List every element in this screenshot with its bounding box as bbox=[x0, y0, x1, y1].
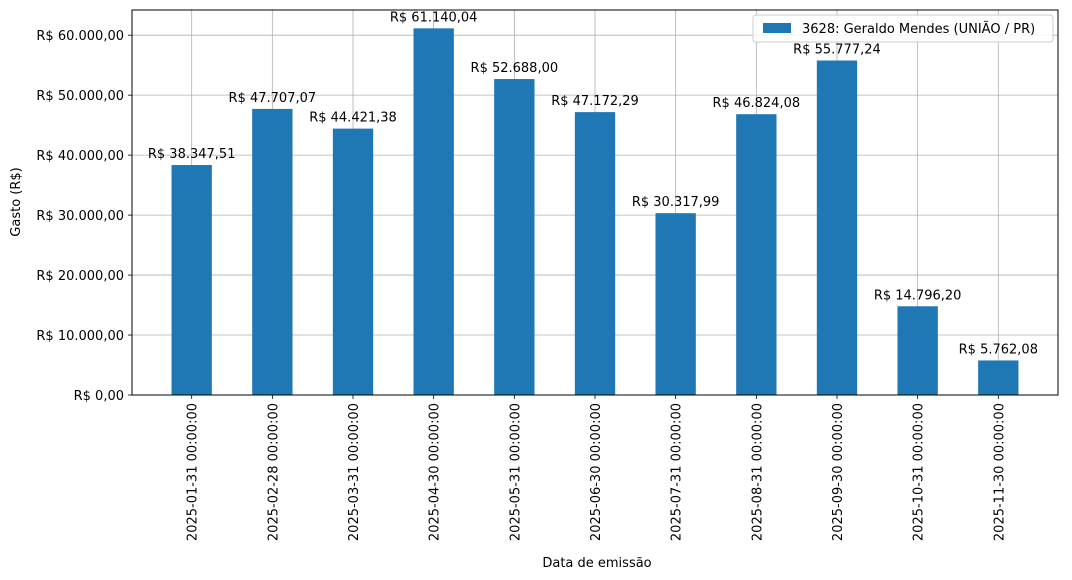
bar bbox=[574, 112, 616, 395]
x-axis-ticks: 2025-01-31 00:00:00 2025-02-28 00:00:00 20… bbox=[186, 395, 1007, 541]
bar bbox=[897, 306, 938, 395]
x-tick-label: 2025-10-31 00:00:00 bbox=[912, 403, 927, 541]
bar bbox=[655, 213, 696, 395]
bar-value-label: R$ 14.796,20 bbox=[874, 288, 962, 303]
x-tick-label: 2025-05-31 00:00:00 bbox=[508, 403, 523, 541]
bar-value-label: R$ 30.317,99 bbox=[632, 195, 720, 210]
bar-value-label: R$ 5.762,08 bbox=[959, 342, 1038, 357]
bar-value-label: R$ 55.777,24 bbox=[793, 43, 881, 58]
x-tick-label: 2025-02-28 00:00:00 bbox=[266, 403, 281, 541]
legend: 3628: Geraldo Mendes (UNIÃO / PR) bbox=[752, 14, 1054, 43]
bar-value-label: R$ 38.347,51 bbox=[148, 147, 236, 162]
x-tick-label: 2025-11-30 00:00:00 bbox=[992, 403, 1007, 541]
bar bbox=[978, 360, 1019, 395]
bar bbox=[171, 165, 212, 395]
bar-value-label: R$ 52.688,00 bbox=[471, 61, 559, 76]
bar bbox=[332, 128, 374, 395]
bar-value-labels: R$ 38.347,51 R$ 47.707,07 R$ 44.421,38 R$ 6… bbox=[148, 10, 1038, 357]
x-tick-label: 2025-08-31 00:00:00 bbox=[750, 403, 765, 541]
x-axis-label: Data de emissão bbox=[542, 556, 651, 571]
bar-value-label: R$ 44.421,38 bbox=[309, 111, 397, 126]
y-tick-label: R$ 20.000,00 bbox=[36, 269, 124, 284]
x-tick-label: 2025-04-30 00:00:00 bbox=[428, 403, 443, 541]
bar bbox=[413, 28, 454, 396]
y-tick-label: R$ 60.000,00 bbox=[36, 29, 124, 44]
x-tick-label: 2025-07-31 00:00:00 bbox=[670, 403, 685, 541]
x-tick-label: 2025-09-30 00:00:00 bbox=[831, 403, 846, 541]
bar-value-label: R$ 61.140,04 bbox=[390, 10, 478, 25]
bar-value-label: R$ 47.707,07 bbox=[229, 91, 317, 106]
x-tick-label: 2025-03-31 00:00:00 bbox=[347, 403, 362, 541]
y-tick-label: R$ 0,00 bbox=[74, 389, 124, 404]
y-axis-label: Gasto (R$) bbox=[9, 167, 24, 236]
bar bbox=[494, 79, 535, 396]
bar bbox=[816, 60, 858, 396]
bars bbox=[171, 28, 1019, 396]
y-tick-label: R$ 10.000,00 bbox=[36, 329, 124, 344]
y-tick-label: R$ 50.000,00 bbox=[36, 89, 124, 104]
x-tick-label: 2025-01-31 00:00:00 bbox=[186, 403, 201, 541]
y-tick-label: R$ 30.000,00 bbox=[36, 209, 124, 224]
legend-swatch bbox=[763, 23, 791, 33]
bar-value-label: R$ 47.172,29 bbox=[551, 94, 639, 109]
x-tick-label: 2025-06-30 00:00:00 bbox=[589, 403, 604, 541]
y-tick-label: R$ 40.000,00 bbox=[36, 149, 124, 164]
legend-box bbox=[752, 14, 1054, 43]
bar bbox=[736, 114, 777, 396]
legend-label: 3628: Geraldo Mendes (UNIÃO / PR) bbox=[802, 21, 1035, 37]
y-axis-ticks: R$ 0,00 R$ 10.000,00 R$ 20.000,00 R$ 30.000… bbox=[36, 29, 132, 404]
bar bbox=[252, 108, 293, 396]
bar-value-label: R$ 46.824,08 bbox=[713, 96, 801, 111]
